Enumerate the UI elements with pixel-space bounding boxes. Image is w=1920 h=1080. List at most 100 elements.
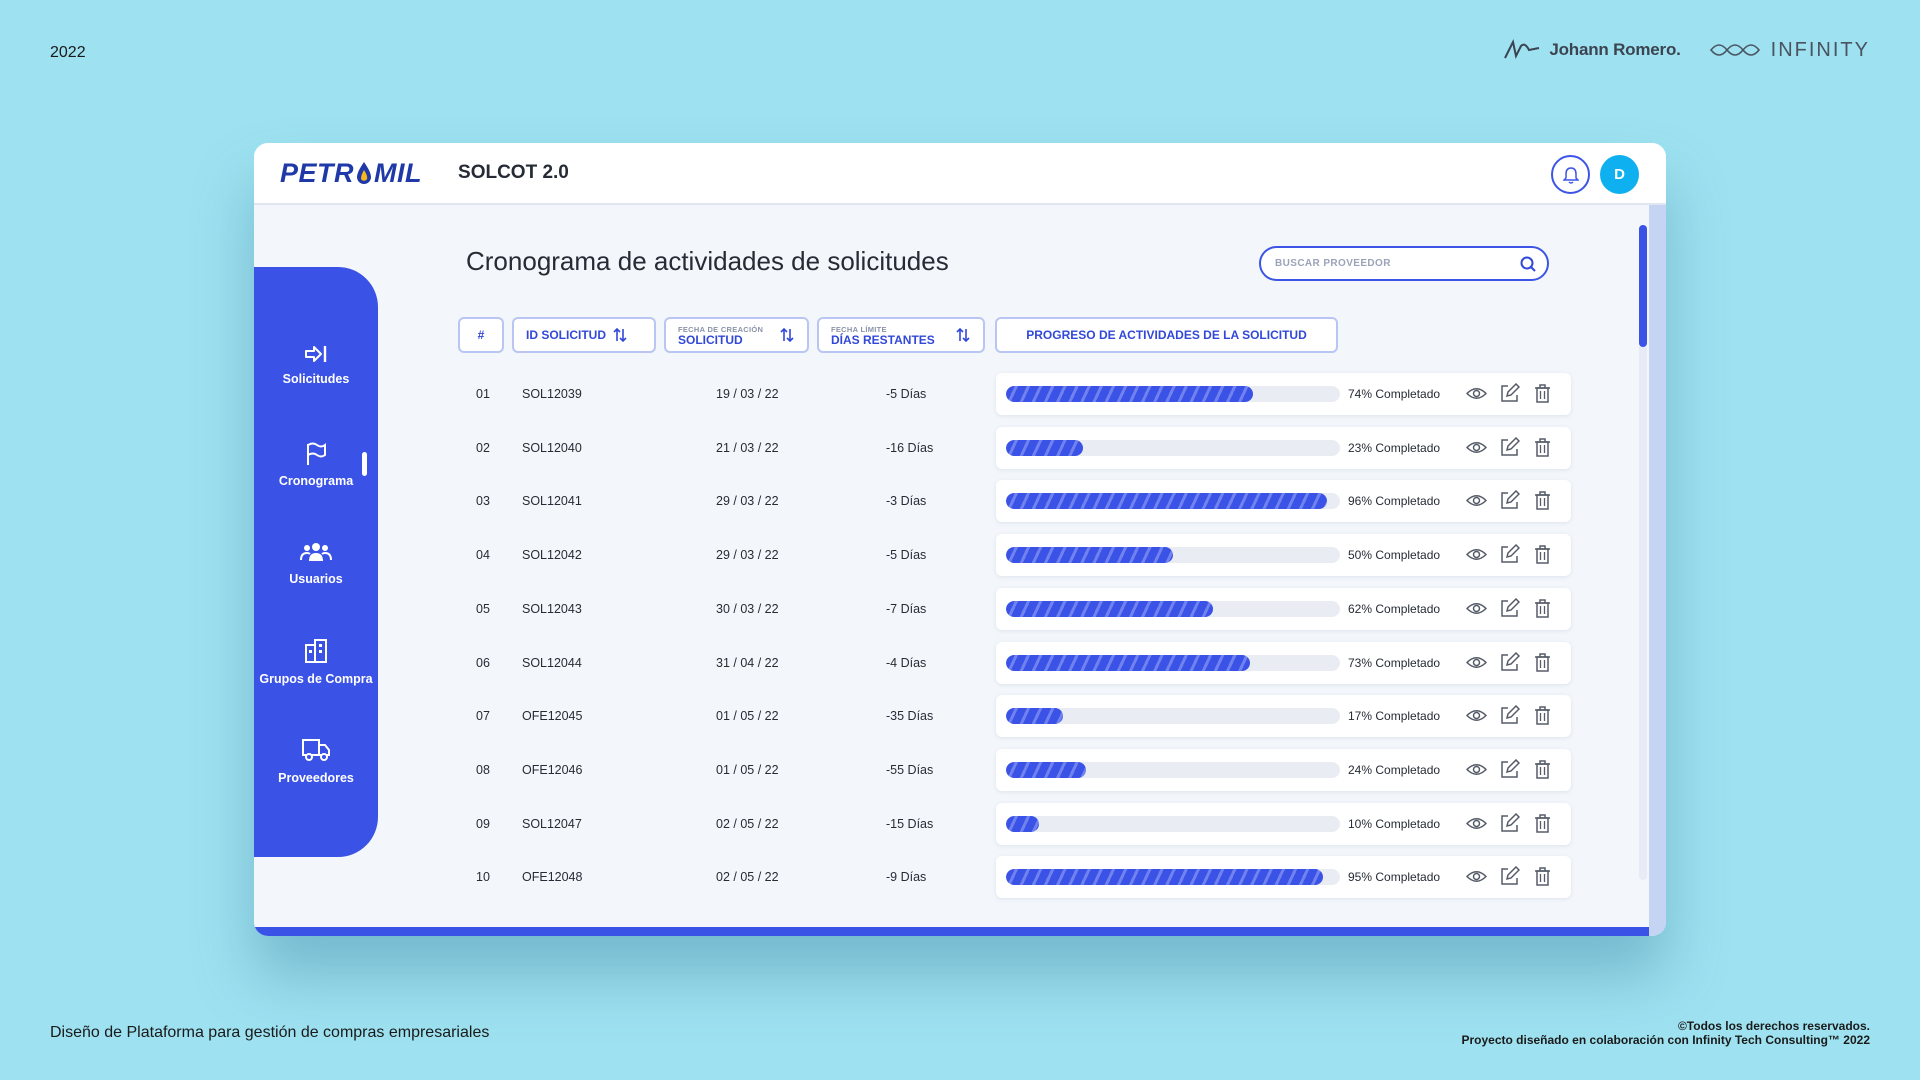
flame-drop-icon — [357, 162, 372, 184]
trash-icon[interactable] — [1532, 437, 1553, 458]
sort-icon[interactable] — [779, 327, 795, 343]
row-actions — [1465, 812, 1553, 834]
sidebar-item-label: Grupos de Compra — [259, 672, 373, 686]
row-actions — [1465, 705, 1553, 726]
row-number: 09 — [476, 816, 490, 831]
search-icon[interactable] — [1519, 255, 1537, 273]
row-actions — [1465, 436, 1553, 458]
row-number: 03 — [476, 494, 490, 509]
edit-icon[interactable] — [1499, 812, 1521, 834]
logo-text-left: PETR — [280, 157, 355, 188]
table-row: 05 SOL12043 30 / 03 / 22 -7 Días 62% Complet… — [466, 587, 1576, 630]
progress-fill — [1006, 547, 1173, 564]
remaining-days: -5 Días — [886, 387, 927, 401]
row-actions — [1465, 651, 1553, 673]
scrollbar-thumb[interactable] — [1639, 225, 1647, 347]
search-input[interactable] — [1275, 258, 1505, 269]
notifications-button[interactable] — [1551, 155, 1590, 194]
table-row: 01 SOL12039 19 / 03 / 22 -5 Días 74% Complet… — [466, 373, 1576, 415]
column-header-stack: FECHA LÍMITE DÍAS RESTANTES — [831, 324, 935, 346]
view-icon[interactable] — [1465, 813, 1488, 834]
sidebar-item-label: Cronograma — [278, 474, 354, 488]
trash-icon[interactable] — [1532, 866, 1553, 887]
row-actions — [1465, 544, 1553, 565]
edit-icon[interactable] — [1499, 758, 1521, 780]
edit-icon[interactable] — [1499, 705, 1521, 726]
progress-track — [1006, 761, 1340, 778]
remaining-days: -15 Días — [886, 816, 934, 831]
progress-label: 74% Completado — [1348, 387, 1441, 401]
progress-track — [1006, 547, 1340, 564]
edit-icon[interactable] — [1499, 382, 1521, 404]
column-header-id[interactable]: ID SOLICITUD — [512, 317, 656, 353]
view-icon[interactable] — [1465, 652, 1488, 673]
edit-icon[interactable] — [1499, 544, 1521, 565]
petromil-logo[interactable]: PETR MIL — [280, 158, 422, 189]
column-header-created[interactable]: FECHA DE CREACIÓN SOLICITUD — [664, 317, 809, 353]
column-header-sublabel: FECHA DE CREACIÓN — [678, 325, 764, 334]
creation-date: 01 / 05 / 22 — [716, 762, 779, 777]
trash-icon[interactable] — [1532, 652, 1553, 673]
progress-label: 96% Completado — [1348, 494, 1441, 509]
trash-icon[interactable] — [1532, 705, 1553, 726]
infinity-logo: INFINITY — [1707, 39, 1870, 62]
view-icon[interactable] — [1465, 866, 1488, 887]
view-icon[interactable] — [1465, 383, 1488, 404]
search-box[interactable] — [1259, 246, 1549, 281]
view-icon[interactable] — [1465, 490, 1488, 511]
sidebar-item-solicitudes[interactable]: Solicitudes — [254, 343, 378, 387]
buildings-icon — [305, 639, 327, 663]
column-header-label: PROGRESO DE ACTIVIDADES DE LA SOLICITUD — [1026, 328, 1307, 342]
app-name: SOLCOT 2.0 — [458, 162, 569, 183]
sort-icon[interactable] — [612, 327, 628, 343]
sidebar-item-grupos-de-compra[interactable]: Grupos de Compra — [254, 637, 378, 687]
right-panel-edge — [1649, 205, 1666, 936]
progress-fill — [1006, 708, 1063, 725]
edit-icon[interactable] — [1499, 597, 1521, 619]
bell-icon — [1562, 166, 1579, 184]
sort-icon[interactable] — [955, 327, 971, 343]
table-row: 08 OFE12046 01 / 05 / 22 -55 Días 24% Comple… — [466, 748, 1576, 791]
view-icon[interactable] — [1465, 437, 1488, 458]
request-id: SOL12042 — [522, 548, 582, 563]
johann-romero-logo: Johann Romero. — [1503, 38, 1681, 62]
logo-text-right: MIL — [374, 157, 423, 188]
column-header-deadline[interactable]: FECHA LÍMITE DÍAS RESTANTES — [817, 317, 985, 353]
sidebar-item-proveedores[interactable]: Proveedores — [254, 736, 378, 786]
view-icon[interactable] — [1465, 759, 1488, 780]
request-id: SOL12041 — [522, 494, 582, 509]
trash-icon[interactable] — [1532, 813, 1553, 834]
table-row: 09 SOL12047 02 / 05 / 22 -15 Días 10% Comple… — [466, 802, 1576, 845]
infinity-text: INFINITY — [1770, 38, 1870, 61]
footer-credits: ©Todos los derechos reservados. Proyecto… — [1461, 1019, 1870, 1047]
column-header-number[interactable]: # — [458, 317, 504, 353]
edit-icon[interactable] — [1499, 436, 1521, 458]
view-icon[interactable] — [1465, 544, 1488, 565]
sidebar-item-cronograma[interactable]: Cronograma — [254, 441, 378, 489]
request-id: OFE12046 — [522, 762, 583, 777]
sidebar-item-usuarios[interactable]: Usuarios — [254, 539, 378, 587]
edit-icon[interactable] — [1499, 651, 1521, 673]
progress-fill — [1006, 439, 1083, 456]
progress-label: 62% Completado — [1348, 601, 1441, 616]
user-avatar[interactable]: D — [1600, 155, 1639, 194]
trash-icon[interactable] — [1532, 383, 1553, 404]
edit-icon[interactable] — [1499, 866, 1521, 887]
creation-date: 21 / 03 / 22 — [716, 440, 779, 455]
trash-icon[interactable] — [1532, 759, 1553, 780]
table-row: 02 SOL12040 21 / 03 / 22 -16 Días 23% Comple… — [466, 426, 1576, 469]
footer-description: Diseño de Plataforma para gestión de com… — [50, 1024, 490, 1041]
brand-logos: Johann Romero. INFINITY — [1503, 38, 1870, 62]
view-icon[interactable] — [1465, 598, 1488, 619]
trash-icon[interactable] — [1532, 544, 1553, 565]
column-header-progress[interactable]: PROGRESO DE ACTIVIDADES DE LA SOLICITUD — [995, 317, 1338, 353]
view-icon[interactable] — [1465, 705, 1488, 726]
vertical-scrollbar[interactable] — [1639, 225, 1647, 880]
request-id: SOL12043 — [522, 601, 582, 616]
edit-icon[interactable] — [1499, 490, 1521, 511]
progress-label: 50% Completado — [1348, 548, 1441, 563]
trash-icon[interactable] — [1532, 598, 1553, 619]
trash-icon[interactable] — [1532, 490, 1553, 511]
infinity-mark-icon — [1709, 44, 1760, 56]
request-id: SOL12039 — [522, 387, 582, 401]
